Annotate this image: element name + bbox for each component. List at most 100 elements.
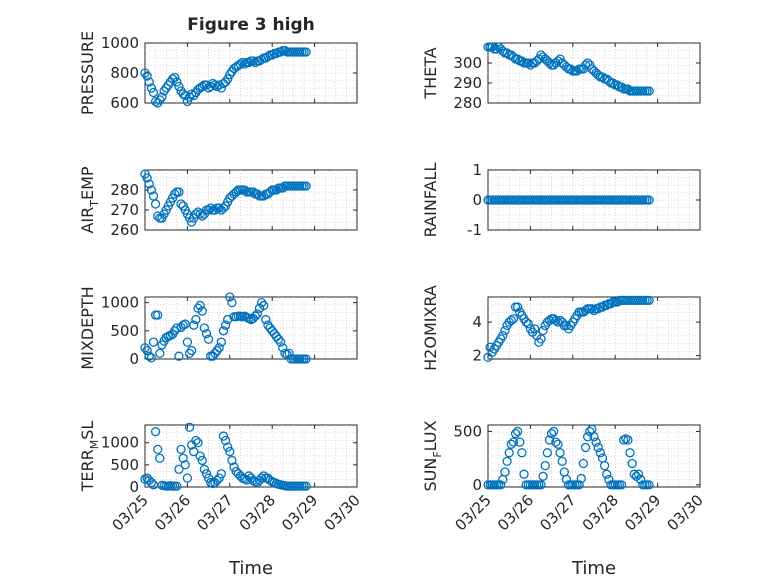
data-point [157,92,167,102]
y-tick-label: 0 [129,478,139,496]
data-point [201,328,212,339]
data-point [150,96,161,107]
data-point [142,71,152,81]
y-tick-label: -1 [467,221,482,239]
data-point [536,480,546,490]
data-point [557,456,567,466]
data-point [644,480,654,490]
y-tick-label: 1000 [101,434,139,452]
data-point [186,345,197,356]
data-point [176,444,186,455]
data-point [191,314,201,325]
y-tick-label: 300 [453,54,482,72]
data-point [498,330,508,341]
data-point [572,66,582,76]
data-point [256,473,267,483]
subplot-h2omixra: 2 4 H2OMIXRA [421,285,701,371]
data-point [496,480,506,490]
data-point [189,446,199,457]
data-point [625,448,635,458]
data-point [214,343,224,353]
data-point [148,87,159,98]
data-point [182,473,193,483]
data-point [595,448,606,458]
data-point [142,173,152,183]
data-point [582,432,593,442]
data-point [178,453,188,463]
data-point [237,57,248,68]
data-point [542,448,553,458]
data-point [155,453,165,463]
data-point [191,435,201,446]
y-axis-label-terr-msl: TERRMSL [78,421,101,493]
y-tick-label: 500 [110,456,139,474]
data-point [623,435,633,445]
grid-mixdepth [145,297,357,359]
data-point [259,300,269,311]
data-point [225,292,235,302]
data-point [155,348,165,359]
data-point [633,469,644,479]
data-point [508,314,519,324]
data-point [301,181,311,191]
y-tick-label: 4 [472,313,482,331]
grid-air-temp [145,170,357,230]
subplot-air-temp: 260 270 280 AIRTEMP [78,166,358,239]
data-point [239,185,250,195]
data-point [540,460,550,471]
data-point [197,306,207,316]
data-point [214,203,224,213]
data-point [231,187,241,197]
data-point [146,477,157,488]
data-point [174,81,184,92]
data-point [214,473,224,483]
data-point [616,82,627,92]
data-point [218,431,229,441]
data-point [203,334,214,344]
series-sun-flux [483,424,654,490]
data-point [553,439,563,449]
x-axis-label-right: Time [571,558,616,579]
y-tick-label: 0 [472,191,482,209]
data-point [504,448,514,458]
data-point [218,203,229,213]
data-point [174,351,184,361]
data-point [278,183,288,193]
data-point [549,426,559,437]
data-point [500,467,510,477]
data-point [616,480,627,490]
figure-title: Figure 3 high [187,15,315,35]
data-point [551,437,561,447]
data-point [582,58,593,68]
data-point [276,337,286,347]
data-point [538,325,548,336]
data-point [210,205,220,215]
data-point [174,187,184,197]
data-point [491,44,502,54]
data-point [574,480,584,490]
y-axis-label-rainfall: RAINFALL [421,163,440,238]
data-point [273,334,284,344]
y-tick-label: 2 [472,347,482,365]
data-point [644,295,654,306]
data-point [538,471,548,481]
data-point [170,189,180,199]
data-point [485,342,495,352]
y-axis-label-theta: THETA [421,47,440,99]
y-tick-label: 280 [453,94,482,112]
series-theta [483,42,654,96]
data-point [523,58,533,68]
data-point [644,86,654,96]
data-point [599,460,610,471]
data-point [220,435,231,446]
data-point [144,179,154,189]
data-point [536,334,546,344]
data-point [487,42,497,52]
data-point [544,315,555,326]
data-point [195,451,205,461]
data-point [150,199,161,209]
data-point [182,337,193,347]
data-point [212,345,222,356]
